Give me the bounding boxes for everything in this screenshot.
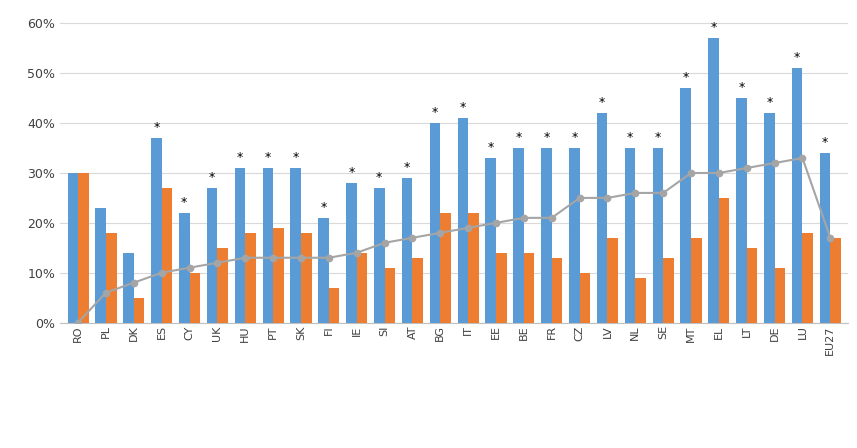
Text: *: * bbox=[655, 131, 661, 144]
Text: *: * bbox=[626, 131, 633, 144]
Text: *: * bbox=[153, 121, 159, 134]
Bar bbox=[262, 168, 273, 323]
Bar bbox=[68, 173, 78, 323]
Bar bbox=[429, 123, 440, 323]
Bar bbox=[179, 213, 189, 323]
Bar bbox=[218, 248, 228, 323]
Bar bbox=[691, 238, 702, 323]
Bar bbox=[458, 118, 468, 323]
Bar bbox=[440, 213, 451, 323]
Bar bbox=[802, 233, 813, 323]
Text: *: * bbox=[292, 151, 299, 164]
Text: *: * bbox=[710, 22, 716, 34]
Bar bbox=[820, 153, 830, 323]
Text: *: * bbox=[237, 151, 243, 164]
Bar bbox=[775, 268, 785, 323]
Text: *: * bbox=[348, 166, 355, 179]
Bar bbox=[95, 208, 106, 323]
Bar bbox=[301, 233, 312, 323]
Bar bbox=[123, 253, 134, 323]
Bar bbox=[596, 113, 608, 323]
Bar bbox=[830, 238, 841, 323]
Bar bbox=[569, 148, 579, 323]
Text: *: * bbox=[822, 136, 828, 149]
Text: *: * bbox=[515, 131, 522, 144]
Bar bbox=[189, 273, 201, 323]
Text: *: * bbox=[321, 201, 327, 214]
Text: *: * bbox=[571, 131, 578, 144]
Text: *: * bbox=[265, 151, 271, 164]
Bar bbox=[524, 253, 535, 323]
Bar bbox=[513, 148, 524, 323]
Bar bbox=[78, 173, 88, 323]
Text: *: * bbox=[404, 161, 411, 174]
Bar bbox=[468, 213, 479, 323]
Bar bbox=[162, 188, 172, 323]
Text: *: * bbox=[181, 196, 188, 209]
Bar bbox=[291, 168, 301, 323]
Bar bbox=[273, 228, 284, 323]
Bar bbox=[106, 233, 117, 323]
Bar bbox=[552, 258, 562, 323]
Bar bbox=[245, 233, 256, 323]
Text: *: * bbox=[543, 131, 549, 144]
Bar bbox=[485, 158, 496, 323]
Bar bbox=[329, 288, 339, 323]
Bar bbox=[134, 297, 145, 323]
Bar bbox=[764, 113, 775, 323]
Text: *: * bbox=[459, 101, 466, 114]
Bar bbox=[385, 268, 395, 323]
Bar bbox=[374, 188, 385, 323]
Bar bbox=[496, 253, 506, 323]
Bar bbox=[579, 273, 590, 323]
Text: *: * bbox=[488, 141, 494, 154]
Bar bbox=[207, 188, 218, 323]
Bar bbox=[708, 39, 719, 323]
Text: *: * bbox=[794, 51, 800, 65]
Bar bbox=[663, 258, 674, 323]
Bar bbox=[635, 278, 646, 323]
Bar bbox=[346, 183, 357, 323]
Text: *: * bbox=[432, 106, 438, 119]
Bar bbox=[318, 218, 329, 323]
Text: *: * bbox=[766, 96, 772, 109]
Bar bbox=[541, 148, 552, 323]
Text: *: * bbox=[599, 96, 605, 109]
Bar bbox=[736, 98, 746, 323]
Bar bbox=[746, 248, 758, 323]
Text: *: * bbox=[376, 171, 382, 184]
Bar bbox=[412, 258, 423, 323]
Text: *: * bbox=[683, 71, 689, 84]
Bar bbox=[625, 148, 635, 323]
Text: *: * bbox=[209, 171, 215, 184]
Bar bbox=[719, 198, 729, 323]
Bar bbox=[357, 253, 368, 323]
Text: *: * bbox=[739, 81, 745, 94]
Bar bbox=[792, 68, 802, 323]
Bar bbox=[151, 138, 162, 323]
Bar bbox=[235, 168, 245, 323]
Bar bbox=[652, 148, 663, 323]
Bar bbox=[402, 178, 412, 323]
Bar bbox=[608, 238, 618, 323]
Bar bbox=[680, 88, 691, 323]
